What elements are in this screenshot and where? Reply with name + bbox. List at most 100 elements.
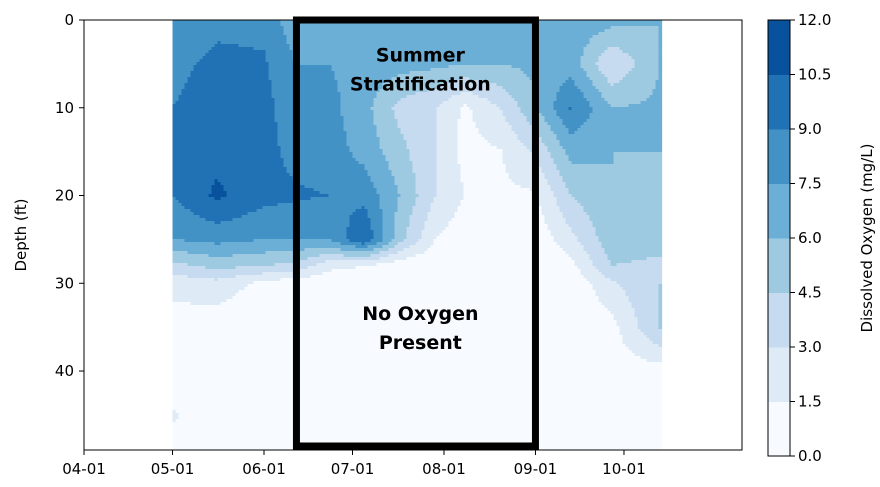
contour-cell <box>475 47 480 51</box>
contour-cell <box>523 29 528 33</box>
contour-cell <box>319 38 324 42</box>
contour-cell <box>244 77 249 81</box>
contour-cell <box>208 80 213 84</box>
contour-cell <box>526 86 531 90</box>
contour-cell <box>580 68 585 72</box>
contour-cell <box>346 35 351 39</box>
contour-cell <box>301 62 306 66</box>
contour-cell <box>331 71 336 75</box>
contour-cell <box>283 44 288 48</box>
contour-cell <box>343 83 348 87</box>
contour-cell <box>403 80 408 84</box>
contour-cell <box>316 77 321 81</box>
contour-cell <box>418 26 423 30</box>
contour-cell <box>334 44 339 48</box>
contour-cell <box>562 20 567 24</box>
contour-cell <box>367 29 372 33</box>
contour-cell <box>379 68 384 72</box>
contour-cell <box>571 38 576 42</box>
contour-cell <box>412 35 417 39</box>
contour-cell <box>379 74 384 78</box>
contour-cell <box>613 65 618 69</box>
contour-cell <box>322 32 327 36</box>
contour-cell <box>619 38 624 42</box>
contour-cell <box>586 83 591 87</box>
contour-cell <box>568 74 573 78</box>
contour-cell <box>550 50 555 54</box>
contour-cell <box>400 32 405 36</box>
contour-cell <box>262 41 267 45</box>
contour-cell <box>625 83 630 87</box>
contour-cell <box>436 89 441 93</box>
contour-cell <box>340 59 345 63</box>
contour-cell <box>499 53 504 57</box>
contour-cell <box>310 86 315 90</box>
contour-cell <box>265 35 270 39</box>
contour-cell <box>391 26 396 30</box>
contour-cell <box>388 41 393 45</box>
contour-cell <box>355 62 360 66</box>
contour-cell <box>175 38 180 42</box>
contour-cell <box>490 41 495 45</box>
contour-cell <box>583 80 588 84</box>
contour-cell <box>538 89 543 93</box>
contour-cell <box>217 80 222 84</box>
contour-cell <box>196 68 201 72</box>
contour-cell <box>175 83 180 87</box>
contour-cell <box>496 38 501 42</box>
contour-cell <box>337 53 342 57</box>
contour-cell <box>529 74 534 78</box>
contour-cell <box>643 80 648 84</box>
contour-cell <box>499 29 504 33</box>
contour-cell <box>640 89 645 93</box>
contour-cell <box>616 62 621 66</box>
contour-cell <box>430 62 435 66</box>
contour-cell <box>172 29 177 33</box>
contour-cell <box>487 65 492 69</box>
contour-cell <box>193 92 198 96</box>
contour-cell <box>562 89 567 93</box>
contour-cell <box>640 29 645 33</box>
contour-cell <box>391 83 396 87</box>
contour-cell <box>568 29 573 33</box>
contour-cell <box>454 32 459 36</box>
contour-cell <box>172 41 177 45</box>
contour-cell <box>418 77 423 81</box>
contour-cell <box>544 53 549 57</box>
contour-cell <box>565 35 570 39</box>
contour-cell <box>361 56 366 60</box>
contour-cell <box>493 44 498 48</box>
contour-cell <box>301 80 306 84</box>
contour-cell <box>481 50 486 54</box>
contour-cell <box>349 62 354 66</box>
contour-cell <box>427 86 432 90</box>
contour-cell <box>424 44 429 48</box>
contour-cell <box>337 80 342 84</box>
contour-cell <box>175 47 180 51</box>
contour-cell <box>601 59 606 63</box>
contour-cell <box>451 53 456 57</box>
contour-cell <box>478 41 483 45</box>
contour-cell <box>484 86 489 90</box>
contour-cell <box>391 44 396 48</box>
contour-cell <box>202 20 207 24</box>
contour-cell <box>406 65 411 69</box>
contour-cell <box>412 23 417 27</box>
contour-cell <box>217 32 222 36</box>
contour-cell <box>643 89 648 93</box>
contour-cell <box>637 71 642 75</box>
contour-cell <box>472 50 477 54</box>
contour-cell <box>571 56 576 60</box>
contour-cell <box>205 83 210 87</box>
contour-cell <box>328 86 333 90</box>
contour-cell <box>445 59 450 63</box>
contour-cell <box>634 47 639 51</box>
contour-cell <box>628 62 633 66</box>
contour-cell <box>172 59 177 63</box>
contour-cell <box>376 59 381 63</box>
contour-cell <box>439 53 444 57</box>
contour-cell <box>511 71 516 75</box>
contour-cell <box>412 41 417 45</box>
contour-cell <box>547 38 552 42</box>
contour-cell <box>307 32 312 36</box>
